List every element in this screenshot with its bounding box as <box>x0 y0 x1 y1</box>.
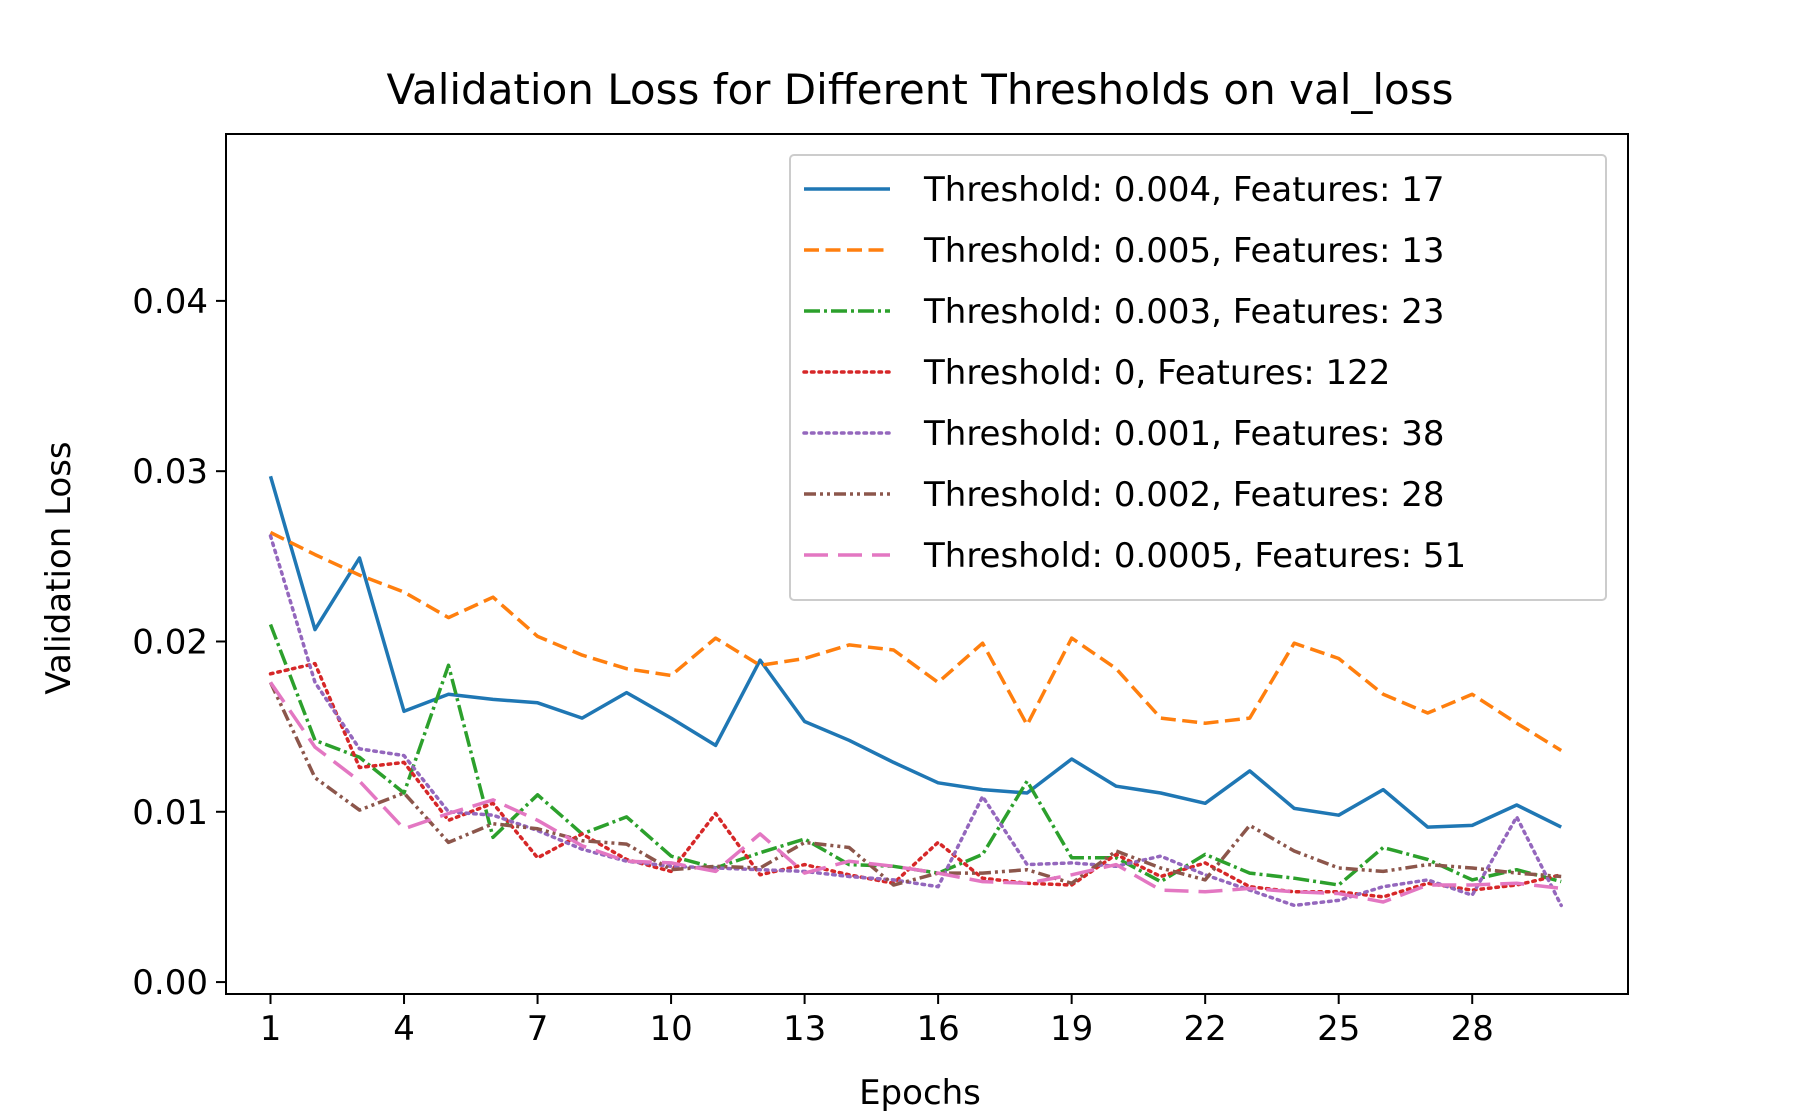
legend-label-5: Threshold: 0.001, Features: 38 <box>923 414 1445 454</box>
y-axis-title: Validation Loss <box>39 441 79 694</box>
y-tick-label: 0.00 <box>132 963 208 1003</box>
x-tick-label: 25 <box>1317 1009 1360 1049</box>
y-tick-label: 0.01 <box>132 793 208 833</box>
x-tick-label: 1 <box>260 1009 282 1049</box>
legend-label-6: Threshold: 0.002, Features: 28 <box>923 475 1445 515</box>
x-tick-label: 16 <box>916 1009 959 1049</box>
plot-frame <box>225 133 1629 995</box>
plot-area: 1 4 7 10 13 16 19 22 25 28 0.00 0.01 0.02 0.03 0.04 <box>132 133 1629 1049</box>
series-line-1 <box>268 475 1562 829</box>
legend-label-4: Threshold: 0, Features: 122 <box>923 353 1390 393</box>
legend-label-3: Threshold: 0.003, Features: 23 <box>923 292 1445 332</box>
x-tick-label: 10 <box>649 1009 692 1049</box>
chart-title: Validation Loss for Different Thresholds… <box>386 65 1453 114</box>
series-line-5 <box>268 534 1563 908</box>
x-axis-title: Epochs <box>859 1073 981 1112</box>
x-tick-label: 19 <box>1050 1009 1093 1049</box>
legend-label-2: Threshold: 0.005, Features: 13 <box>923 231 1445 271</box>
x-tick-label: 7 <box>527 1009 549 1049</box>
x-tick-label: 22 <box>1184 1009 1227 1049</box>
series-line-7 <box>269 681 1562 904</box>
series-line-4 <box>268 661 1563 899</box>
y-tick-label: 0.04 <box>132 282 208 322</box>
series-line-2 <box>269 530 1563 752</box>
legend-label-1: Threshold: 0.004, Features: 17 <box>923 170 1445 210</box>
y-tick-label: 0.03 <box>132 452 208 492</box>
legend-label-7: Threshold: 0.0005, Features: 51 <box>923 536 1466 576</box>
y-tick-label: 0.02 <box>132 622 208 662</box>
x-tick-label: 13 <box>783 1009 826 1049</box>
legend-box <box>789 154 1607 601</box>
legend: Threshold: 0.004, Features: 17 Threshold:… <box>789 154 1607 601</box>
series-line-6 <box>268 681 1562 887</box>
x-tick-label: 28 <box>1451 1009 1494 1049</box>
x-tick-label: 4 <box>393 1009 415 1049</box>
